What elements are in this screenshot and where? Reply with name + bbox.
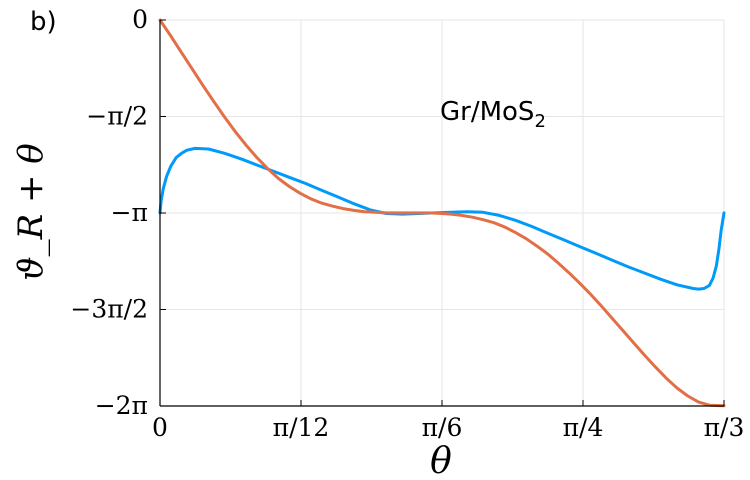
tick-labels: 0 π/12 π/6 π/4 π/3 0 −π/2 −π −3π/2 −2π	[70, 5, 744, 442]
x-tick-label: π/12	[273, 413, 330, 442]
axes	[159, 19, 725, 407]
series-line-2	[158, 18, 726, 408]
series-layer	[158, 18, 726, 408]
annotation-text: Gr/MoS	[440, 97, 534, 127]
x-tick-label: π/4	[563, 413, 604, 442]
y-tick-label: −π	[111, 198, 148, 227]
x-tick-label: π/3	[704, 413, 745, 442]
y-tick-label: −π/2	[86, 102, 148, 131]
y-tick-label: 0	[132, 5, 148, 34]
annotation-subscript: 2	[534, 111, 545, 132]
panel-label: b)	[30, 7, 57, 37]
y-tick-label: −2π	[95, 391, 148, 420]
x-tick-label: 0	[152, 413, 168, 442]
x-tick-label: π/6	[422, 413, 463, 442]
y-tick-label: −3π/2	[70, 295, 148, 324]
y-axis-label: ϑ_R + θ	[11, 143, 51, 280]
annotation: Gr/MoS2	[440, 97, 546, 132]
x-axis-label: θ	[430, 441, 452, 480]
